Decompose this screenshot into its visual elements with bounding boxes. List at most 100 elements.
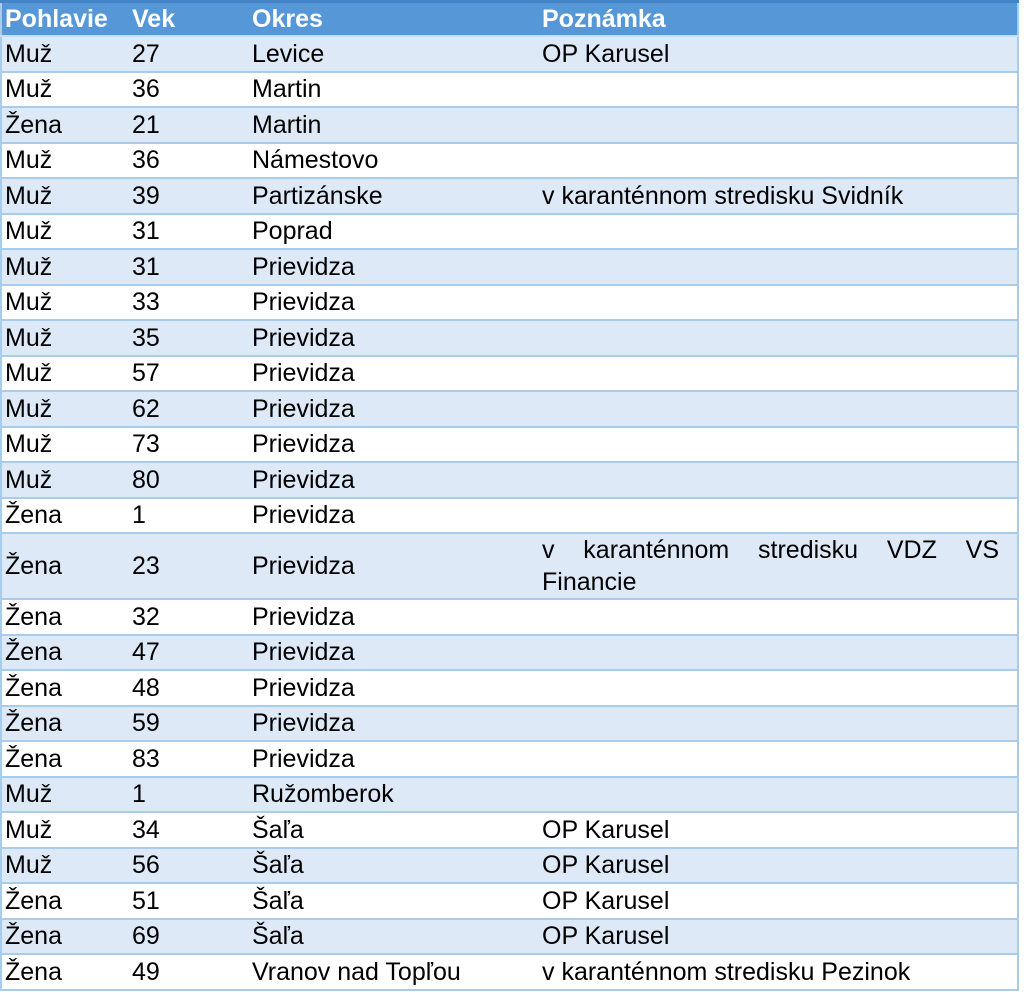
cell-note (539, 776, 1018, 813)
column-header-age: Vek (129, 0, 249, 37)
cell-district: Šaľa (249, 847, 539, 884)
cell-gender: Muž (1, 213, 129, 250)
cell-note (539, 670, 1018, 707)
cell-gender: Muž (1, 320, 129, 357)
cell-district: Levice (249, 36, 539, 73)
table-row: Žena 21 Martin (1, 107, 1018, 144)
cell-district: Prievidza (249, 634, 539, 671)
table-body: Muž 27 Levice OP Karusel Muž 36 Martin Žena 21 Ma… (1, 36, 1018, 991)
cell-note (539, 249, 1018, 286)
cell-district: Martin (249, 71, 539, 108)
cell-age: 80 (129, 462, 249, 499)
column-header-note: Poznámka (539, 0, 1018, 37)
cell-district: Prievidza (249, 533, 539, 600)
table-row: Muž 73 Prievidza (1, 426, 1018, 463)
cell-note: v karanténnom stredisku VDZ VS Financie (539, 533, 1018, 600)
table-row: Muž 56 Šaľa OP Karusel (1, 847, 1018, 884)
cell-district: Prievidza (249, 497, 539, 534)
cell-gender: Žena (1, 533, 129, 600)
table-row: Žena 1 Prievidza (1, 497, 1018, 534)
cell-district: Ružomberok (249, 776, 539, 813)
cell-district: Šaľa (249, 812, 539, 849)
table-row: Žena 32 Prievidza (1, 599, 1018, 636)
cell-age: 21 (129, 107, 249, 144)
cell-age: 31 (129, 213, 249, 250)
cell-district: Prievidza (249, 320, 539, 357)
cell-age: 51 (129, 883, 249, 920)
cell-gender: Žena (1, 883, 129, 920)
cell-district: Prievidza (249, 355, 539, 392)
table-row: Žena 49 Vranov nad Topľou v karanténnom str… (1, 954, 1018, 991)
cell-note (539, 142, 1018, 179)
cell-district: Martin (249, 107, 539, 144)
cell-note: OP Karusel (539, 847, 1018, 884)
cell-age: 47 (129, 634, 249, 671)
cell-gender: Žena (1, 107, 129, 144)
cell-gender: Žena (1, 497, 129, 534)
cell-note (539, 705, 1018, 742)
cell-note (539, 107, 1018, 144)
cell-note (539, 741, 1018, 778)
cell-district: Šaľa (249, 883, 539, 920)
table-row: Žena 69 Šaľa OP Karusel (1, 918, 1018, 955)
table-row: Žena 23 Prievidza v karanténnom stredisku V… (1, 533, 1018, 600)
cell-age: 31 (129, 249, 249, 286)
cell-gender: Žena (1, 918, 129, 955)
cell-district: Prievidza (249, 249, 539, 286)
cell-age: 56 (129, 847, 249, 884)
cell-gender: Žena (1, 670, 129, 707)
cell-gender: Muž (1, 178, 129, 215)
cell-note: OP Karusel (539, 918, 1018, 955)
cell-gender: Muž (1, 847, 129, 884)
cell-age: 48 (129, 670, 249, 707)
cell-district: Prievidza (249, 391, 539, 428)
cell-note (539, 634, 1018, 671)
cell-gender: Žena (1, 741, 129, 778)
cell-note (539, 71, 1018, 108)
cell-age: 33 (129, 284, 249, 321)
table-row: Muž 62 Prievidza (1, 391, 1018, 428)
cell-age: 49 (129, 954, 249, 991)
table-row: Muž 34 Šaľa OP Karusel (1, 812, 1018, 849)
table-row: Žena 59 Prievidza (1, 705, 1018, 742)
cell-gender: Muž (1, 71, 129, 108)
cell-gender: Muž (1, 776, 129, 813)
table-row: Muž 31 Poprad (1, 213, 1018, 250)
cell-note: OP Karusel (539, 812, 1018, 849)
cell-gender: Žena (1, 954, 129, 991)
cell-age: 69 (129, 918, 249, 955)
column-header-gender: Pohlavie (1, 0, 129, 37)
cell-age: 59 (129, 705, 249, 742)
cell-district: Poprad (249, 213, 539, 250)
column-header-district: Okres (249, 0, 539, 37)
cell-district: Prievidza (249, 670, 539, 707)
cell-gender: Žena (1, 634, 129, 671)
cell-gender: Muž (1, 812, 129, 849)
table-row: Muž 1 Ružomberok (1, 776, 1018, 813)
cell-age: 57 (129, 355, 249, 392)
cell-age: 1 (129, 497, 249, 534)
table-row: Muž 57 Prievidza (1, 355, 1018, 392)
cell-age: 39 (129, 178, 249, 215)
cell-district: Prievidza (249, 741, 539, 778)
cell-gender: Muž (1, 249, 129, 286)
table-row: Muž 39 Partizánske v karanténnom stredisku … (1, 178, 1018, 215)
cell-gender: Muž (1, 426, 129, 463)
cell-district: Prievidza (249, 426, 539, 463)
cell-age: 36 (129, 71, 249, 108)
cell-note: v karanténnom stredisku Svidník (539, 178, 1018, 215)
table-row: Muž 33 Prievidza (1, 284, 1018, 321)
cell-gender: Muž (1, 284, 129, 321)
cell-gender: Muž (1, 355, 129, 392)
cell-district: Šaľa (249, 918, 539, 955)
cell-district: Vranov nad Topľou (249, 954, 539, 991)
table-header-row: Pohlavie Vek Okres Poznámka (1, 0, 1018, 37)
cell-note (539, 497, 1018, 534)
cell-note (539, 599, 1018, 636)
cell-district: Prievidza (249, 462, 539, 499)
cell-note: OP Karusel (539, 36, 1018, 73)
cell-age: 73 (129, 426, 249, 463)
cell-age: 83 (129, 741, 249, 778)
cell-note (539, 213, 1018, 250)
